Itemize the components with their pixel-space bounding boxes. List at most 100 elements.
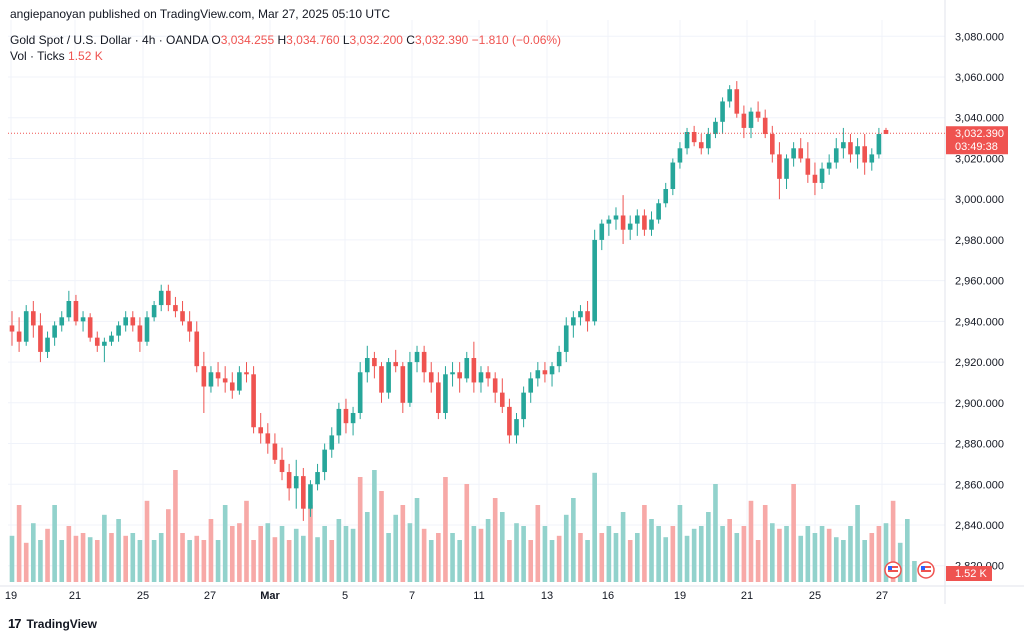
candle-body	[279, 459, 285, 473]
volume-bar	[265, 523, 271, 582]
candle-body	[372, 358, 377, 367]
brand-name: TradingView	[26, 616, 97, 631]
price-tick-label: 3,020.000	[955, 153, 1004, 165]
candle-body	[585, 311, 590, 322]
volume-bar	[379, 491, 384, 582]
flag-canton	[888, 566, 892, 570]
candle-body	[748, 111, 754, 128]
legend-part: L	[343, 33, 350, 47]
candle-body	[592, 239, 597, 322]
volume-bar	[38, 540, 43, 582]
candle-body	[229, 382, 235, 391]
legend-volume: Vol · Ticks 1.52 K	[10, 49, 103, 63]
volume-bar	[869, 533, 875, 582]
candle-body	[606, 219, 612, 224]
volume-bar	[173, 470, 178, 582]
candle-body	[841, 142, 846, 149]
volume-bar	[912, 561, 917, 582]
candle-body	[698, 142, 704, 149]
legend-part: C	[406, 33, 415, 47]
candle-body	[286, 472, 292, 489]
candle-body	[45, 337, 50, 352]
legend-part: O	[211, 33, 220, 47]
volume-bar	[23, 542, 29, 582]
candle-body	[59, 317, 65, 326]
price-tick-label: 2,980.000	[955, 235, 1004, 247]
volume-bar	[542, 526, 548, 582]
volume-bar	[436, 533, 441, 582]
volume-bar	[222, 505, 228, 582]
price-tick-label: 2,960.000	[955, 276, 1004, 288]
candle-body	[535, 370, 541, 379]
candle-body	[265, 433, 271, 444]
candle-body	[144, 317, 150, 342]
candle-body	[457, 372, 462, 379]
volume-bar	[606, 526, 612, 582]
price-tick-label: 3,000.000	[955, 194, 1004, 206]
candle-body	[102, 341, 107, 346]
volume-bar	[755, 540, 761, 582]
time-tick-label: 25	[809, 590, 821, 602]
candle-body	[855, 146, 860, 155]
candle-body	[769, 134, 775, 155]
volume-bar	[507, 540, 512, 582]
candle-body	[542, 370, 548, 375]
candle-body	[883, 129, 889, 135]
candle-body	[627, 223, 633, 230]
volume-bar	[620, 512, 626, 582]
volume-bar	[94, 540, 100, 582]
legend-part: 3,032.200	[350, 33, 407, 47]
volume-bar	[890, 500, 896, 582]
candle-body	[222, 378, 228, 383]
legend-part: 3,034.760	[286, 33, 343, 47]
candle-body	[514, 419, 519, 436]
volume-bar	[748, 500, 754, 582]
volume-bar	[457, 540, 462, 582]
volume-bar	[883, 523, 889, 582]
volume-bar	[627, 540, 633, 582]
volume-bar	[706, 512, 711, 582]
legend-part: H	[277, 33, 286, 47]
volume-bar	[556, 535, 562, 582]
countdown-label: 03:49:38	[955, 141, 998, 153]
volume-bar	[421, 528, 427, 582]
candle-body	[180, 311, 185, 322]
candle-body	[727, 89, 732, 102]
volume-bar	[443, 477, 448, 582]
candle-body	[109, 335, 114, 342]
volume-bar	[386, 533, 391, 582]
candle-body	[556, 351, 562, 367]
volume-bar	[855, 505, 860, 582]
volume-bar	[698, 526, 704, 582]
flag-stripe	[888, 566, 898, 568]
price-tick-label: 2,880.000	[955, 439, 1004, 451]
candle-body	[436, 382, 441, 413]
candle-body	[613, 215, 619, 220]
price-tick-label: 3,080.000	[955, 31, 1004, 43]
candle-body	[826, 162, 832, 169]
volume-bar	[734, 533, 740, 582]
candle-body	[670, 162, 676, 190]
candle-body	[798, 148, 804, 159]
volume-bar	[833, 537, 839, 582]
candle-body	[187, 321, 192, 332]
time-tick-label: 11	[473, 590, 484, 602]
time-tick-label: 21	[741, 590, 753, 602]
volume-bar	[137, 540, 143, 582]
flag-stripe	[921, 566, 931, 568]
time-tick-label: 19	[674, 590, 686, 602]
volume-bar	[16, 505, 22, 582]
candle-body	[421, 351, 427, 373]
time-tick-label: 19	[5, 590, 17, 602]
volume-bar	[166, 509, 171, 582]
volume-bar	[769, 523, 775, 582]
candle-body	[251, 374, 256, 428]
time-tick-label: 27	[876, 590, 888, 602]
candle-body	[634, 215, 640, 224]
candle-body	[357, 372, 363, 413]
candle-body	[94, 337, 100, 346]
volume-bar	[805, 526, 811, 582]
volume-bar	[549, 540, 555, 582]
volume-bar	[215, 540, 221, 582]
